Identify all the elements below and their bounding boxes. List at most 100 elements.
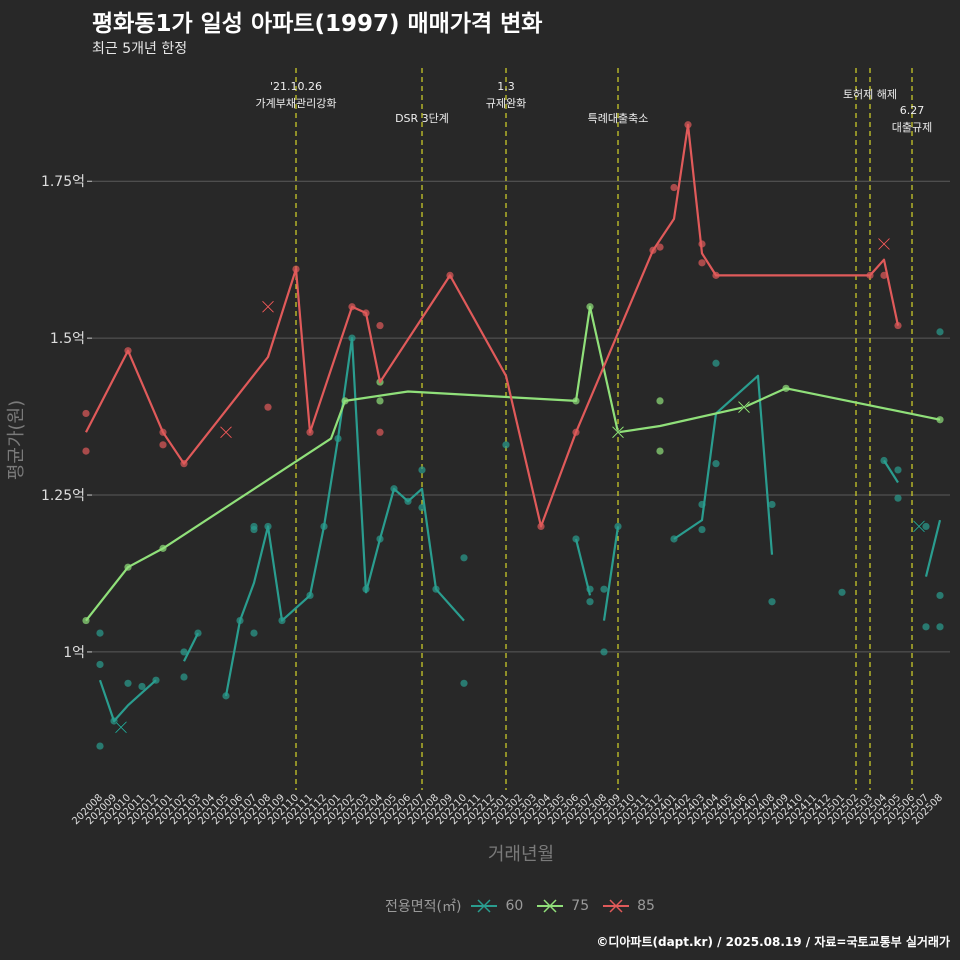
- x-marker-60: [912, 520, 926, 533]
- data-point-60: [348, 334, 356, 342]
- x-marker-60: [114, 721, 128, 734]
- data-point-60: [614, 522, 622, 531]
- data-point-75: [341, 397, 349, 405]
- chart-title: 평화동1가 일성 아파트(1997) 매매가격 변화: [92, 11, 543, 37]
- data-point-60: [180, 673, 188, 681]
- x-marker-85: [261, 300, 275, 313]
- axis-layer: 1억1.25억1.5억1.75억202008202009202010202011…: [41, 174, 945, 827]
- x-marker-85: [219, 426, 233, 439]
- y-tick-label: 1억: [63, 645, 85, 661]
- series-line-60: [574, 538, 592, 596]
- series-75: [82, 303, 944, 625]
- data-point-60: [418, 466, 426, 474]
- data-point-85: [376, 428, 384, 436]
- series-line-60: [673, 374, 774, 555]
- data-point-85: [124, 347, 132, 355]
- data-point-60: [418, 503, 426, 512]
- series-line-60: [602, 526, 620, 621]
- data-point-60: [572, 535, 580, 543]
- data-point-85: [656, 243, 664, 251]
- data-point-60: [320, 522, 328, 531]
- data-point-85: [82, 447, 90, 455]
- data-point-85: [180, 460, 188, 468]
- data-point-60: [138, 682, 146, 691]
- event-label: 6.27: [900, 104, 925, 117]
- y-tick-label: 1.25억: [41, 488, 85, 504]
- series-line-60: [924, 519, 942, 577]
- data-point-85: [306, 428, 314, 436]
- data-point-60: [922, 623, 930, 631]
- data-point-85: [348, 303, 356, 311]
- series-line-60: [98, 679, 157, 723]
- data-point-60: [894, 494, 902, 502]
- y-tick-label: 1.75억: [41, 174, 85, 190]
- data-point-60: [670, 535, 678, 543]
- series-60: [96, 328, 944, 750]
- data-point-85: [649, 246, 657, 254]
- event-label: 규제완화: [486, 97, 526, 110]
- data-point-60: [124, 679, 132, 687]
- data-point-60: [936, 591, 944, 600]
- footer-credit: ©디아파트(dapt.kr) / 2025.08.19 / 자료=국토교통부 실…: [596, 935, 950, 949]
- data-point-60: [194, 629, 202, 637]
- data-point-60: [376, 535, 384, 543]
- data-point-60: [600, 585, 608, 593]
- data-point-85: [698, 259, 706, 267]
- data-point-60: [880, 456, 888, 465]
- data-point-85: [82, 409, 90, 418]
- data-point-60: [278, 616, 286, 625]
- data-point-60: [460, 679, 468, 687]
- x-marker-stroke: [262, 300, 274, 313]
- x-marker-stroke: [878, 238, 890, 250]
- data-point-75: [82, 616, 90, 625]
- data-point-60: [600, 648, 608, 656]
- series-line-85: [85, 123, 900, 528]
- legend: 전용면적(㎡) 60 75 85: [385, 896, 667, 916]
- data-point-75: [586, 303, 594, 311]
- data-point-85: [684, 121, 692, 129]
- data-point-60: [432, 585, 440, 593]
- chart-subtitle: 최근 5개년 한정: [92, 41, 188, 57]
- data-point-85: [537, 522, 545, 531]
- data-point-85: [376, 321, 384, 330]
- legend-label-60: 60: [505, 898, 524, 914]
- data-point-85: [292, 265, 300, 273]
- series-85: [82, 121, 902, 531]
- series-line-60: [883, 459, 899, 484]
- data-point-60: [922, 522, 930, 531]
- legend-title: 전용면적(㎡): [385, 899, 462, 915]
- data-point-85: [446, 271, 454, 279]
- event-label: 가계부채관리강화: [256, 97, 337, 110]
- data-point-60: [460, 554, 468, 562]
- data-point-60: [250, 629, 258, 637]
- data-point-85: [880, 271, 888, 279]
- data-point-60: [236, 616, 244, 625]
- x-marker-stroke: [738, 401, 750, 414]
- data-point-75: [572, 397, 580, 405]
- series-line-60: [224, 337, 465, 697]
- x-marker-stroke: [220, 426, 232, 439]
- legend-item-60: 60: [469, 896, 523, 916]
- data-point-60: [264, 522, 272, 531]
- event-label: DSR 3단계: [395, 112, 449, 125]
- x-axis-title: 거래년월: [488, 844, 554, 865]
- data-point-60: [838, 588, 846, 596]
- data-point-85: [362, 309, 370, 317]
- data-point-75: [376, 397, 384, 405]
- legend-item-75: 75: [535, 896, 589, 916]
- data-point-60: [250, 522, 258, 531]
- data-point-60: [586, 598, 594, 606]
- data-point-60: [768, 500, 776, 509]
- data-point-60: [698, 500, 706, 509]
- data-point-60: [404, 497, 412, 505]
- x-marker-stroke: [612, 426, 624, 439]
- data-point-60: [586, 585, 594, 593]
- data-point-85: [712, 271, 720, 279]
- data-point-75: [782, 384, 790, 392]
- data-point-60: [698, 525, 706, 534]
- data-point-85: [159, 441, 167, 449]
- data-point-60: [362, 585, 370, 593]
- event-label: 특례대출축소: [588, 112, 649, 125]
- event-label: '21.10.26: [270, 80, 322, 93]
- data-point-60: [768, 598, 776, 606]
